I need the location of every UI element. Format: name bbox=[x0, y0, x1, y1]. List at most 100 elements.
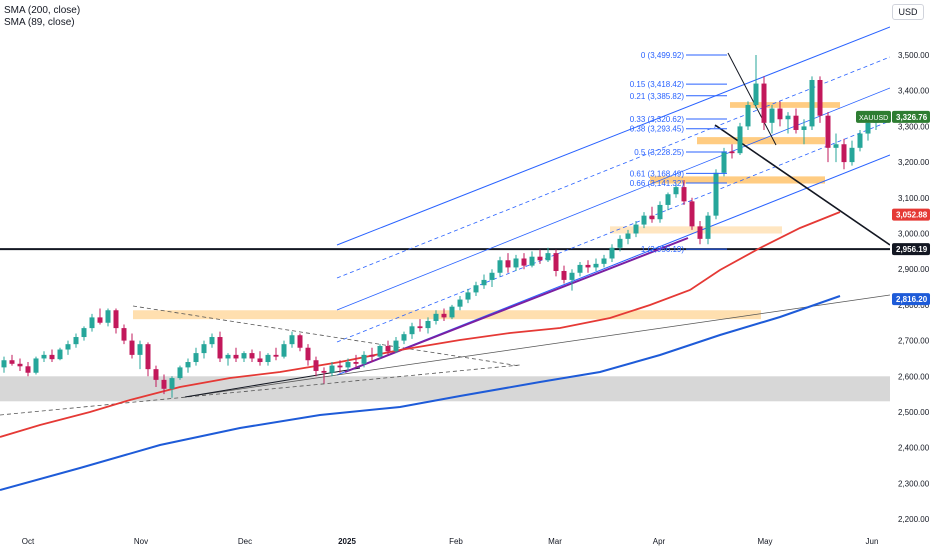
sma89-line bbox=[0, 211, 841, 438]
candle-body bbox=[537, 256, 543, 261]
candle-body bbox=[553, 253, 559, 271]
candle-body bbox=[177, 367, 183, 379]
orange-zone bbox=[610, 226, 782, 234]
price-tag-value: 3,052.88 bbox=[896, 211, 928, 220]
x-tick-label: Oct bbox=[22, 537, 35, 546]
candle-body bbox=[529, 256, 535, 266]
candle-body bbox=[105, 310, 111, 323]
legend-sma89[interactable]: SMA (89, close) bbox=[4, 17, 75, 28]
candle-body bbox=[249, 353, 255, 359]
support-trend-line bbox=[184, 294, 891, 398]
symbol-tag bbox=[856, 110, 891, 123]
orange-zone bbox=[650, 176, 825, 184]
y-tick-label: 2,400.00 bbox=[898, 444, 930, 453]
candle-body bbox=[233, 354, 239, 359]
fib-level-label: 0 (3,499.92) bbox=[641, 51, 684, 60]
axes-layer: 2,200.00 2,300.00 2,400.00 2,500.00 2,600.00… bbox=[22, 0, 932, 550]
candle-body bbox=[321, 370, 327, 373]
candle-body bbox=[241, 353, 247, 359]
candle-body bbox=[33, 358, 39, 373]
gray-support-zone bbox=[0, 376, 890, 402]
candle-body bbox=[281, 344, 287, 357]
candle-body bbox=[377, 345, 383, 357]
x-tick-label: Nov bbox=[134, 537, 148, 546]
candle-body bbox=[297, 335, 303, 348]
candle-body bbox=[217, 337, 223, 359]
candle-body bbox=[41, 354, 47, 359]
candle-body bbox=[513, 258, 519, 268]
legend-sma200[interactable]: SMA (200, close) bbox=[4, 5, 81, 16]
candle-body bbox=[401, 334, 407, 341]
candle-body bbox=[601, 258, 607, 264]
candle-body bbox=[81, 328, 87, 338]
candle-body bbox=[369, 354, 375, 357]
fib-level-label: 0.15 (3,418.42) bbox=[630, 80, 685, 89]
y-tick-label: 2,200.00 bbox=[898, 515, 930, 524]
channel-upper-line bbox=[336, 26, 891, 246]
candle-body bbox=[657, 204, 663, 220]
x-tick-label: Feb bbox=[449, 537, 463, 546]
dashed-trend-line bbox=[0, 364, 521, 416]
candle-body bbox=[361, 354, 367, 364]
candle-body bbox=[49, 354, 55, 360]
candle-body bbox=[481, 279, 487, 286]
candle-body bbox=[857, 133, 863, 148]
candle-body bbox=[97, 317, 103, 323]
candle-body bbox=[545, 253, 551, 261]
y-tick-label: 3,000.00 bbox=[898, 230, 930, 239]
fib-level-label: 0.66 (3,141.32) bbox=[630, 179, 685, 188]
candle-body bbox=[505, 260, 511, 268]
y-tick-label: 2,600.00 bbox=[898, 372, 930, 381]
candle-body bbox=[681, 187, 687, 202]
price-tag-value: 2,956.19 bbox=[896, 245, 928, 254]
candle-body bbox=[193, 353, 199, 363]
candle-body bbox=[769, 108, 775, 123]
indicator-legend: SMA (200, close) SMA (89, close) bbox=[4, 5, 80, 29]
candle-body bbox=[473, 285, 479, 293]
y-tick-label: 2,500.00 bbox=[898, 408, 930, 417]
support-trend-line bbox=[184, 367, 361, 398]
candle-body bbox=[449, 306, 455, 318]
candle-body bbox=[793, 115, 799, 130]
y-axis-background bbox=[890, 0, 932, 550]
candle-body bbox=[705, 215, 711, 239]
candle-body bbox=[129, 340, 135, 355]
zones-layer bbox=[0, 102, 890, 402]
candle-body bbox=[521, 258, 527, 266]
x-tick-label: Jun bbox=[866, 537, 879, 546]
candle-body bbox=[417, 326, 423, 329]
candle-body bbox=[305, 347, 311, 361]
price-tag-value: 2,816.20 bbox=[896, 295, 928, 304]
x-tick-label: May bbox=[757, 537, 772, 546]
moving-averages-layer bbox=[0, 211, 841, 491]
candle-body bbox=[425, 320, 431, 329]
candle-body bbox=[673, 187, 679, 195]
fib-level-label: 0.21 (3,385.82) bbox=[630, 92, 685, 101]
candle-body bbox=[633, 224, 639, 234]
candle-body bbox=[441, 313, 447, 318]
candle-body bbox=[489, 272, 495, 280]
candle-body bbox=[273, 354, 279, 357]
candle-body bbox=[409, 326, 415, 335]
currency-button[interactable]: USD bbox=[892, 4, 924, 20]
candle-body bbox=[161, 379, 167, 389]
candle-body bbox=[689, 201, 695, 227]
candle-body bbox=[721, 151, 727, 173]
channel-mid-line bbox=[336, 87, 891, 311]
symbol-tag-label: XAUUSD bbox=[859, 115, 888, 122]
candle-body bbox=[153, 369, 159, 380]
y-tick-label: 3,400.00 bbox=[898, 87, 930, 96]
x-tick-label: Mar bbox=[548, 537, 562, 546]
x-tick-label: 2025 bbox=[338, 537, 356, 546]
candle-body bbox=[57, 349, 63, 360]
candle-body bbox=[497, 260, 503, 273]
descending-line bbox=[714, 124, 891, 246]
candle-body bbox=[345, 362, 351, 368]
candle-body bbox=[753, 83, 759, 105]
price-tag bbox=[892, 243, 930, 256]
fib-level-label: 1 (2,956.19) bbox=[641, 245, 684, 254]
price-tag bbox=[892, 208, 930, 221]
candle-body bbox=[25, 366, 31, 373]
candle-body bbox=[337, 365, 343, 368]
